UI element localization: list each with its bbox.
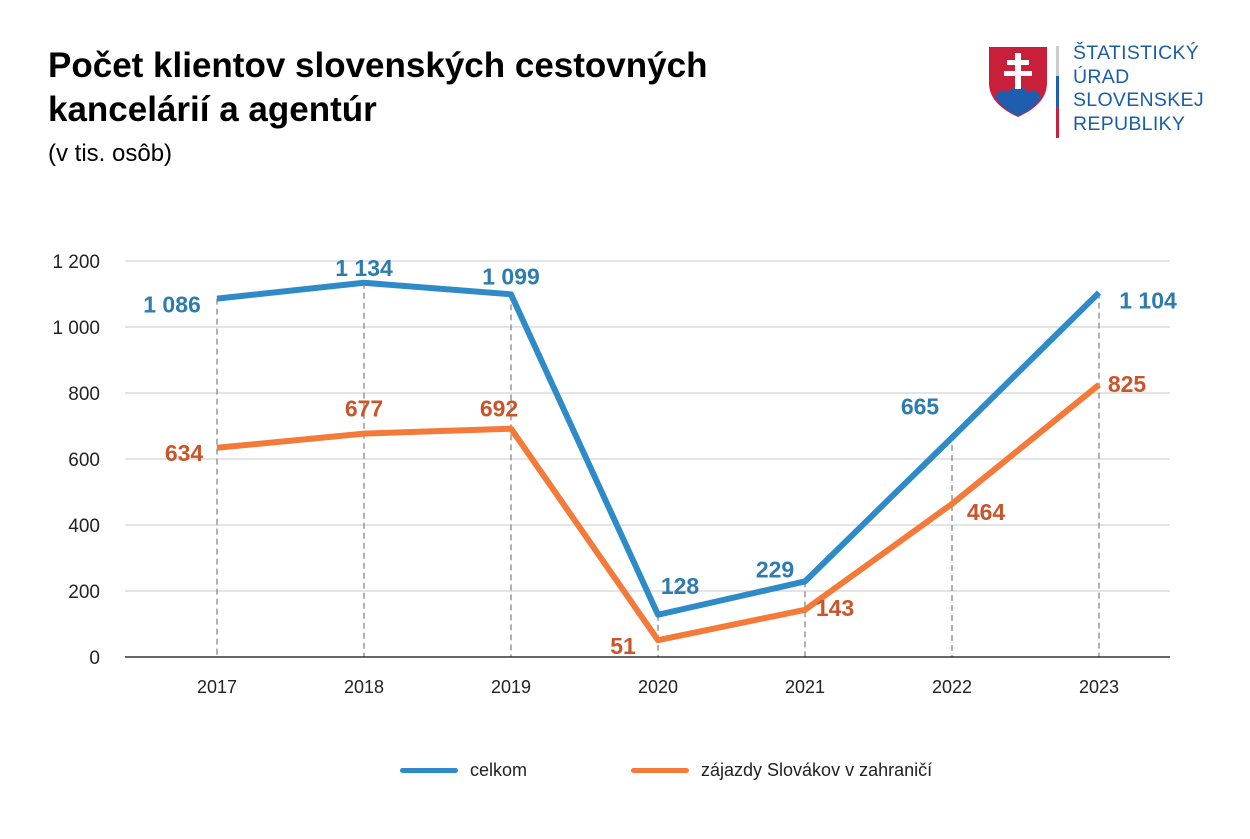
legend-item-celkom: celkom — [400, 760, 527, 781]
logo-line: ŠTATISTICKÝ — [1073, 42, 1200, 64]
data-label: 143 — [816, 595, 854, 621]
chart-subtitle: (v tis. osôb) — [48, 140, 173, 167]
x-tick-label: 2017 — [197, 677, 237, 697]
data-label: 634 — [165, 440, 204, 466]
x-tick-label: 2021 — [785, 677, 825, 697]
legend-label: celkom — [470, 760, 528, 780]
data-label: 128 — [661, 573, 700, 599]
y-tick-label: 200 — [68, 582, 100, 603]
chart-title: Počet klientov slovenských cestovných ka… — [48, 46, 708, 129]
x-tick-label: 2022 — [932, 677, 972, 697]
data-label: 1 104 — [1119, 288, 1177, 314]
data-label: 677 — [345, 396, 383, 422]
legend-swatch — [631, 768, 689, 773]
data-label: 692 — [480, 396, 518, 422]
y-tick-label: 1 000 — [52, 318, 100, 339]
legend-label: zájazdy Slovákov v zahraničí — [701, 760, 933, 780]
data-label: 1 134 — [335, 255, 393, 281]
x-tick-label: 2018 — [344, 677, 384, 697]
series-line-0 — [216, 279, 1102, 618]
y-tick-label: 400 — [68, 516, 100, 537]
logo-line: ÚRAD — [1073, 65, 1130, 88]
legend-item-zajazdy: zájazdy Slovákov v zahraničí — [631, 760, 932, 781]
sosr-logo: ŠTATISTICKÝ ÚRAD SLOVENSKEJ REPUBLIKY — [985, 40, 1215, 140]
data-label: 665 — [901, 394, 940, 420]
data-label: 1 099 — [482, 263, 540, 289]
y-tick-label: 0 — [89, 648, 100, 669]
coat-of-arms-icon — [989, 47, 1047, 117]
data-label: 825 — [1108, 371, 1147, 397]
x-tick-label: 2023 — [1079, 677, 1119, 697]
series-line-1 — [216, 382, 1101, 644]
x-tick-label: 2019 — [491, 677, 531, 697]
data-label: 1 086 — [143, 292, 201, 318]
data-label: 229 — [756, 556, 794, 582]
y-tick-label: 600 — [68, 450, 100, 471]
logo-line: REPUBLIKY — [1073, 112, 1186, 135]
data-label: 51 — [610, 633, 636, 659]
x-tick-label: 2020 — [638, 677, 678, 697]
data-label: 464 — [967, 499, 1006, 525]
y-tick-label: 1 200 — [52, 252, 100, 273]
legend-swatch — [400, 768, 458, 773]
y-tick-label: 800 — [68, 384, 100, 405]
logo-line: SLOVENSKEJ — [1073, 89, 1204, 111]
